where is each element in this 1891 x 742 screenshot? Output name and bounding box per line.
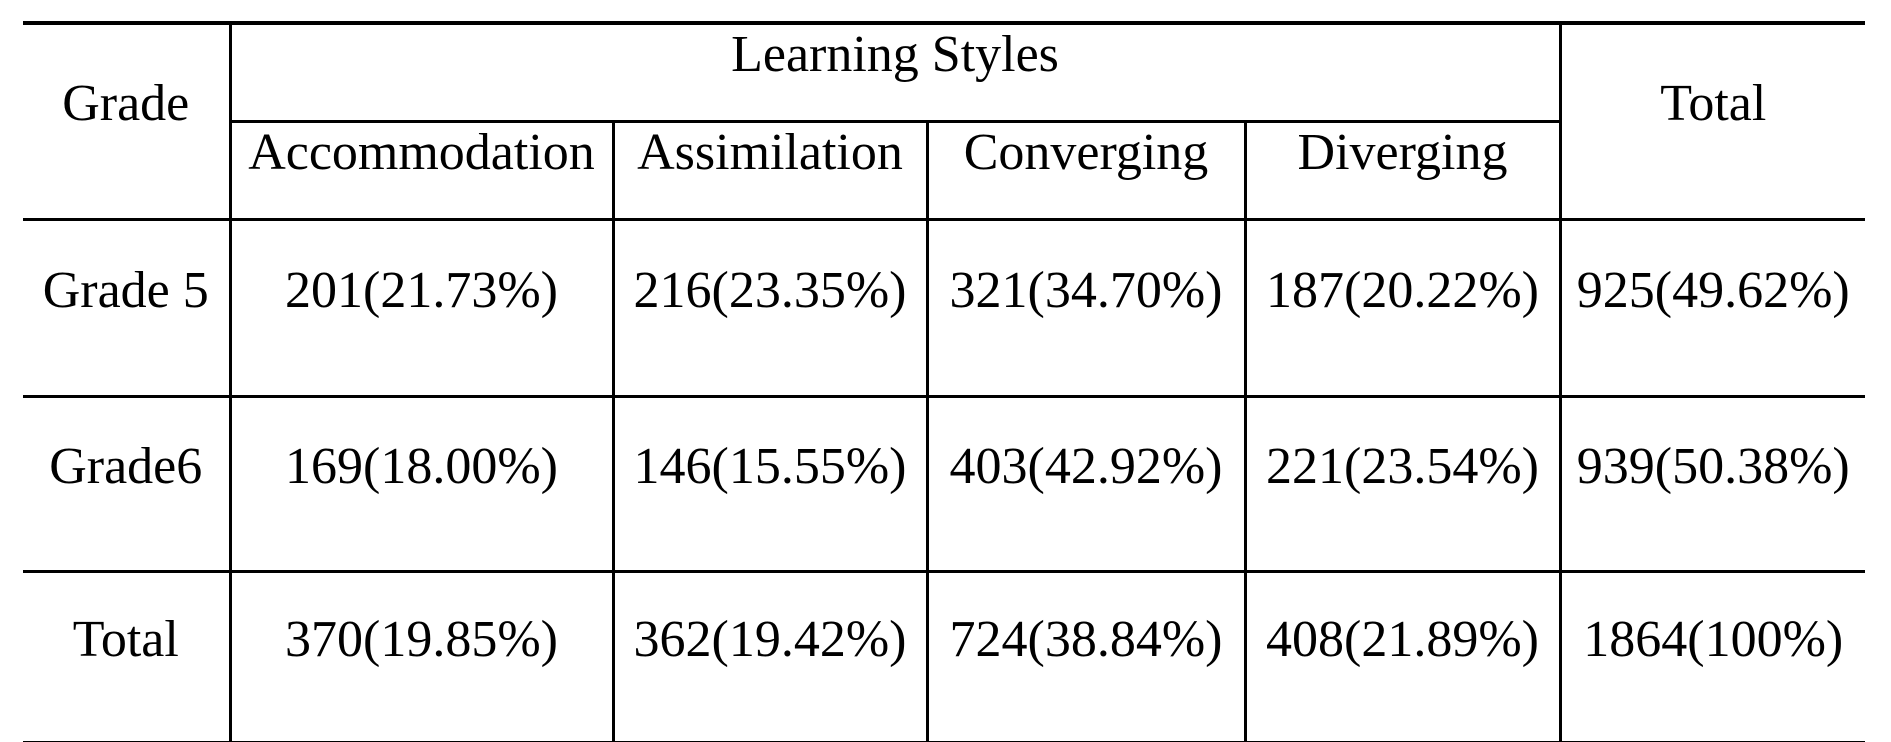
- cell-total-converging: 724(38.84%): [925, 570, 1247, 742]
- cell-total-assimilation: 362(19.42%): [611, 570, 929, 742]
- header-row-group: Grade Learning Styles Total: [23, 21, 1866, 221]
- cell-grade6-accommodation: 169(18.00%): [228, 395, 615, 573]
- cell-total-accommodation: 370(19.85%): [228, 570, 615, 742]
- header-cell-converging: Converging: [925, 120, 1247, 221]
- header-cell-diverging: Diverging: [1243, 120, 1562, 221]
- row-label-grade6: Grade6: [23, 395, 232, 573]
- table-row-grade5: Grade 5 201(21.73%) 216(23.35%) 321(34.7…: [23, 218, 1866, 398]
- cell-grade6-total: 939(50.38%): [1558, 395, 1866, 573]
- cell-grade5-total: 925(49.62%): [1558, 218, 1866, 398]
- cell-grade6-diverging: 221(23.54%): [1243, 395, 1562, 573]
- header-cell-accommodation: Accommodation: [228, 120, 615, 221]
- header-cell-learning-styles: Learning Styles: [228, 21, 1562, 123]
- table-row-grade6: Grade6 169(18.00%) 146(15.55%) 403(42.92…: [23, 395, 1866, 573]
- row-label-grade5: Grade 5: [23, 218, 232, 398]
- cell-grade6-converging: 403(42.92%): [925, 395, 1247, 573]
- learning-styles-table: Grade Learning Styles Total Accommodatio…: [23, 21, 1866, 742]
- cell-grade5-assimilation: 216(23.35%): [611, 218, 929, 398]
- cell-grade5-diverging: 187(20.22%): [1243, 218, 1562, 398]
- cell-total-diverging: 408(21.89%): [1243, 570, 1562, 742]
- header-row-styles: Accommodation Assimilation Converging Di…: [23, 120, 1865, 221]
- row-label-total: Total: [23, 570, 232, 742]
- header-cell-grade: Grade: [23, 21, 232, 221]
- header-cell-total: Total: [1558, 21, 1866, 221]
- cell-grade6-assimilation: 146(15.55%): [611, 395, 929, 573]
- cell-grade5-converging: 321(34.70%): [925, 218, 1247, 398]
- cell-grade5-accommodation: 201(21.73%): [228, 218, 615, 398]
- header-cell-assimilation: Assimilation: [611, 120, 929, 221]
- cell-total-grand-total: 1864(100%): [1558, 570, 1866, 742]
- table-row-total: Total 370(19.85%) 362(19.42%) 724(38.84%…: [23, 570, 1866, 742]
